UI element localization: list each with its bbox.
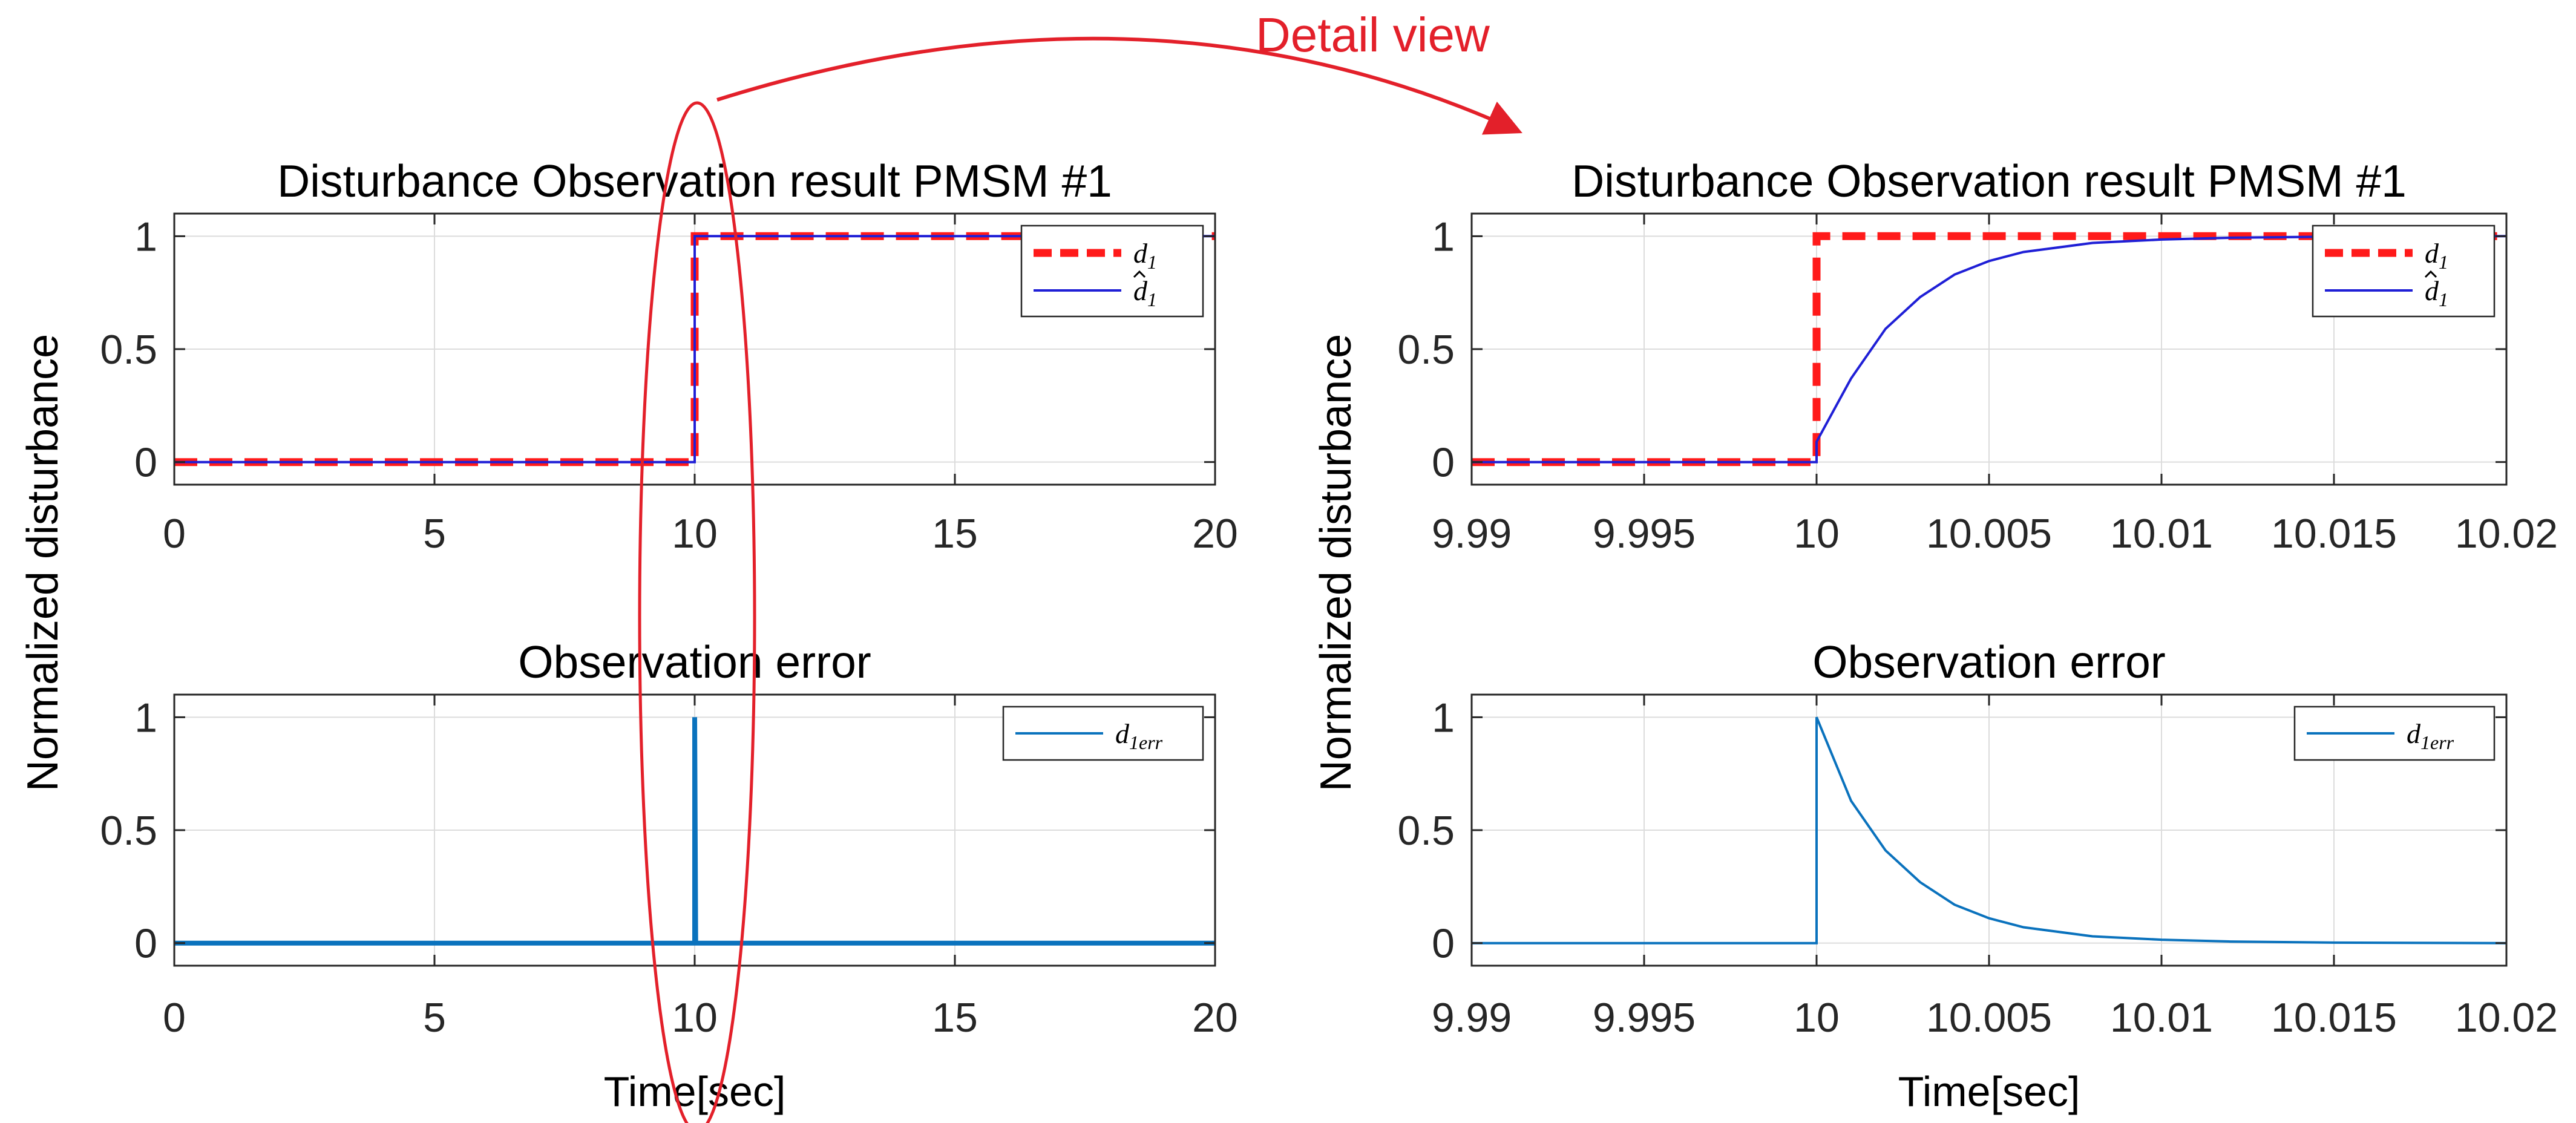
series-line-d1_hat — [1472, 235, 2506, 463]
y-tick-label: 0 — [134, 440, 157, 486]
y-axis-label: Normalized disturbance — [1312, 334, 1360, 791]
y-tick-label: 0 — [1432, 921, 1455, 967]
x-tick-label: 10 — [672, 511, 718, 557]
chart-title: Observation error — [518, 637, 871, 687]
legend-subscript: 1err — [1129, 732, 1163, 753]
legend-symbol: d — [1115, 718, 1130, 749]
x-tick-label: 5 — [423, 995, 446, 1041]
x-tick-label: 10.005 — [1926, 511, 2052, 557]
detail-view-label: Detail view — [1256, 8, 1490, 62]
legend-subscript: 1 — [1147, 289, 1157, 310]
x-tick-label: 15 — [932, 511, 978, 557]
x-tick-label: 10.01 — [2110, 995, 2213, 1041]
x-tick-label: 20 — [1192, 995, 1238, 1041]
y-tick-label: 1 — [1432, 695, 1455, 741]
detail-view-arrow — [716, 36, 1522, 135]
legend-label: d1 — [2425, 238, 2448, 273]
series-line-d1err — [174, 717, 1215, 946]
legend-label: d1 — [2425, 275, 2448, 310]
y-tick-label: 1 — [1432, 214, 1455, 260]
chart-panel-top-left: 0 5 10 15 20 0 0.5 1 Disturbance Observation res… — [100, 156, 1237, 557]
chart-panel-top-right: 9.99 9.995 10 10.005 10.01 10.015 10.02 0 0.5 1 Di… — [1397, 156, 2558, 557]
y-tick-label: 0 — [1432, 440, 1455, 486]
legend-symbol: d — [2407, 718, 2421, 749]
legend-label: d1err — [1115, 718, 1163, 753]
x-tick-label: 10.02 — [2455, 995, 2558, 1041]
x-tick-label: 0 — [163, 995, 186, 1041]
legend-symbol: d — [2425, 238, 2439, 269]
legend: d1err — [1002, 706, 1204, 761]
series-line-d1_hat — [174, 235, 1215, 463]
legend-symbol: d — [1133, 238, 1148, 269]
x-tick-label: 10.015 — [2271, 511, 2397, 557]
legend-label: d1 — [1133, 238, 1157, 273]
legend-subscript: 1 — [2439, 251, 2448, 273]
x-tick-label: 9.99 — [1432, 511, 1512, 557]
zoom-highlight-ellipse — [638, 101, 756, 1123]
detail-view-annotation: Detail view — [638, 8, 1522, 1123]
x-tick-label: 9.995 — [1593, 511, 1696, 557]
legend: d1err — [2293, 706, 2496, 761]
y-tick-label: 0.5 — [100, 327, 157, 373]
x-tick-label: 10.02 — [2455, 511, 2558, 557]
x-tick-label: 9.995 — [1593, 995, 1696, 1041]
legend-symbol: d — [1133, 275, 1148, 306]
x-tick-label: 5 — [423, 511, 446, 557]
chart-title: Observation error — [1812, 637, 2166, 687]
y-axis-label: Normalized disturbance — [19, 334, 67, 791]
hat-accent — [1133, 270, 1146, 278]
legend-box — [2312, 224, 2496, 318]
x-tick-label: 10 — [672, 995, 718, 1041]
x-tick-label: 10 — [1794, 511, 1840, 557]
chart-title: Disturbance Observation result PMSM #1 — [277, 156, 1112, 206]
legend-symbol: d — [2425, 275, 2439, 306]
chart-panel-bottom-right: 9.99 9.995 10 10.005 10.01 10.015 10.02 0 0.5 1 Ob… — [1397, 637, 2558, 1115]
hat-accent — [2424, 270, 2437, 278]
chart-title: Disturbance Observation result PMSM #1 — [1571, 156, 2407, 206]
x-tick-label: 9.99 — [1432, 995, 1512, 1041]
y-tick-label: 0.5 — [1397, 327, 1455, 373]
y-tick-label: 1 — [134, 695, 157, 741]
legend-label: d1err — [2407, 718, 2454, 753]
y-tick-label: 0 — [134, 921, 157, 967]
legend-label: d1 — [1133, 275, 1157, 310]
x-tick-label: 10.005 — [1926, 995, 2052, 1041]
series-line-d1err — [1472, 716, 2506, 945]
chart-panel-bottom-left: 0 5 10 15 20 0 0.5 1 Observation error Time[sec] d… — [100, 637, 1237, 1115]
x-tick-label: 10.01 — [2110, 511, 2213, 557]
legend-subscript: 1 — [1147, 251, 1157, 273]
legend-box — [1020, 224, 1204, 318]
y-tick-label: 0.5 — [1397, 808, 1455, 854]
x-tick-label: 10.015 — [2271, 995, 2397, 1041]
legend-subscript: 1 — [2439, 289, 2448, 310]
x-tick-label: 10 — [1794, 995, 1840, 1041]
series-line-d1 — [1472, 232, 2506, 467]
x-axis-label: Time[sec] — [604, 1068, 786, 1115]
x-axis-label: Time[sec] — [1898, 1068, 2080, 1115]
legend-subscript: 1err — [2420, 732, 2454, 753]
x-tick-label: 20 — [1192, 511, 1238, 557]
y-tick-label: 0.5 — [100, 808, 157, 854]
x-tick-label: 15 — [932, 995, 978, 1041]
x-tick-label: 0 — [163, 511, 186, 557]
y-tick-label: 1 — [134, 214, 157, 260]
